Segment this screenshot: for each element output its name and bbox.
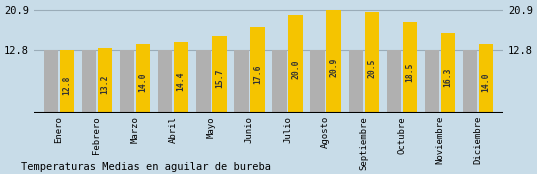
Text: 14.4: 14.4 bbox=[177, 72, 186, 91]
Text: 16.3: 16.3 bbox=[444, 67, 453, 87]
Bar bbox=[98, 48, 112, 113]
Bar bbox=[174, 42, 188, 113]
Bar bbox=[387, 50, 401, 113]
Bar bbox=[288, 15, 303, 113]
Bar bbox=[272, 50, 287, 113]
Text: 17.6: 17.6 bbox=[253, 65, 262, 84]
Text: 12.8: 12.8 bbox=[62, 75, 71, 95]
Text: 20.9: 20.9 bbox=[329, 57, 338, 77]
Bar bbox=[158, 50, 172, 113]
Bar bbox=[479, 44, 494, 113]
Text: 20.5: 20.5 bbox=[367, 58, 376, 78]
Text: 20.0: 20.0 bbox=[291, 59, 300, 79]
Bar bbox=[425, 50, 439, 113]
Text: 14.0: 14.0 bbox=[482, 73, 491, 92]
Text: 18.5: 18.5 bbox=[405, 62, 415, 82]
Bar bbox=[82, 50, 96, 113]
Text: 13.2: 13.2 bbox=[100, 74, 110, 94]
Bar bbox=[310, 50, 325, 113]
Bar bbox=[234, 50, 249, 113]
Text: 14.0: 14.0 bbox=[139, 73, 148, 92]
Bar bbox=[250, 27, 265, 113]
Text: 15.7: 15.7 bbox=[215, 69, 224, 88]
Bar bbox=[136, 44, 150, 113]
Bar bbox=[463, 50, 477, 113]
Bar bbox=[43, 50, 58, 113]
Bar bbox=[120, 50, 134, 113]
Bar bbox=[349, 50, 363, 113]
Bar bbox=[212, 36, 227, 113]
Bar bbox=[326, 10, 341, 113]
Bar bbox=[365, 12, 379, 113]
Bar bbox=[403, 22, 417, 113]
Bar bbox=[60, 50, 74, 113]
Bar bbox=[196, 50, 211, 113]
Text: Temperaturas Medias en aguilar de bureba: Temperaturas Medias en aguilar de bureba bbox=[21, 162, 272, 172]
Bar bbox=[441, 33, 455, 113]
